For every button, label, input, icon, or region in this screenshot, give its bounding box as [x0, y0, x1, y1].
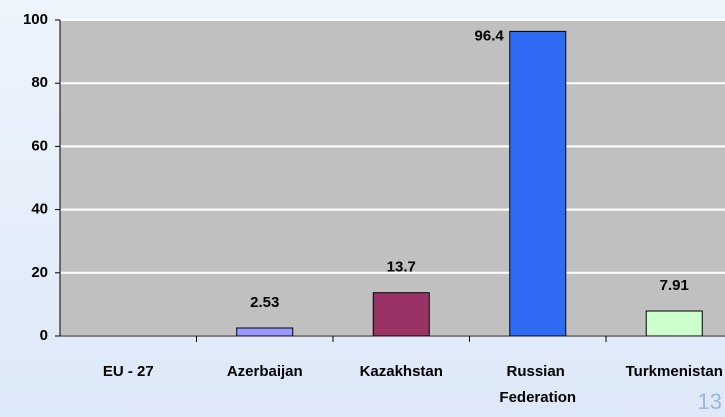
y-tick-label: 60: [31, 137, 48, 154]
y-tick-label: 40: [31, 201, 48, 218]
value-label: 2.53: [250, 294, 279, 311]
bar: [372, 292, 430, 337]
bar: [645, 310, 703, 337]
y-tick-label: 80: [31, 74, 48, 91]
value-label: 96.4: [475, 27, 505, 44]
x-tick-label: Azerbaijan: [227, 363, 303, 380]
y-tick-label: 0: [40, 327, 48, 344]
bar: [509, 30, 567, 337]
value-label: 7.91: [660, 277, 689, 294]
x-tick-label: Kazakhstan: [360, 363, 443, 380]
bar: [236, 327, 294, 337]
page-number: 13: [698, 389, 722, 414]
plot-area: [60, 20, 725, 336]
y-tick-label: 20: [31, 264, 48, 281]
x-tick-label: Turkmenistan: [626, 363, 723, 380]
y-tick-label: 100: [23, 11, 48, 28]
x-tick-label: Russian Federation: [499, 363, 576, 406]
value-label: 13.7: [387, 259, 416, 276]
x-tick-label: EU - 27: [103, 363, 154, 380]
